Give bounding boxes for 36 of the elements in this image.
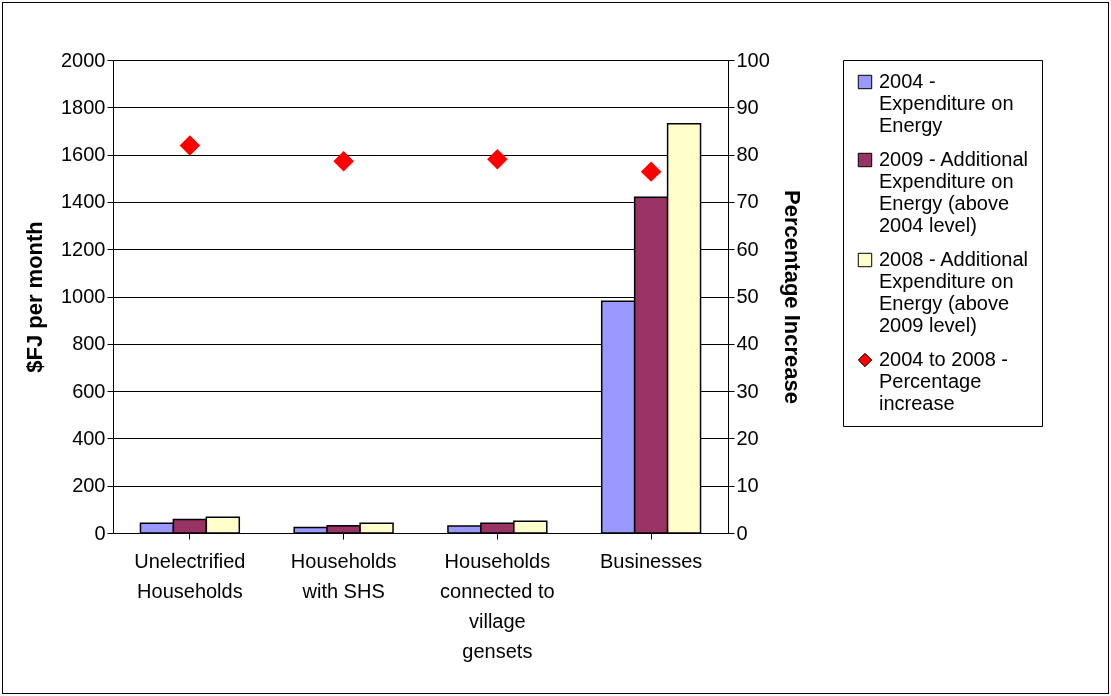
point	[487, 149, 508, 170]
legend-label: 2008 - Additional Expenditure on Energy (above 2009 level)	[879, 248, 1029, 336]
y2-tick-label: 10	[736, 474, 759, 497]
y-tick-label: 2000	[61, 48, 106, 71]
legend-label: 2009 - Additional Expenditure on Energy (above 2004 level)	[879, 148, 1029, 236]
y2-tick-label: 30	[736, 379, 759, 402]
y-tick-label: 1200	[61, 237, 106, 260]
y2-tick-label: 20	[736, 426, 759, 449]
y-tick-label: 1000	[61, 285, 106, 307]
x-tick-label: Unelectrified Households	[134, 549, 246, 602]
legend-label: 2004 - Expenditure on Energy	[879, 70, 1014, 136]
x-tick-label: Households with SHS	[290, 549, 397, 602]
y2-tick-label: 90	[736, 95, 759, 118]
y-tick-label: 1400	[61, 190, 106, 213]
y-tick-label: 400	[72, 426, 106, 449]
point	[179, 135, 201, 156]
x-tick-label: Households connected to village gensets	[440, 549, 555, 662]
point	[640, 161, 662, 182]
y2-tick-label: 50	[736, 285, 759, 307]
y-axis-title: $FJ per month	[22, 221, 48, 373]
y2-tick-label: 0	[736, 521, 748, 544]
legend-label: 2004 to 2008 - Percentage increase	[879, 348, 1008, 414]
y-tick-label: 600	[72, 379, 106, 402]
y-tick-label: 800	[72, 332, 106, 355]
y-tick-label: 200	[72, 474, 106, 497]
x-tick-label: Businesses	[599, 549, 703, 572]
y2-tick-label: 60	[736, 237, 759, 260]
y2-tick-label: 40	[736, 332, 759, 355]
point	[333, 150, 354, 172]
y2-tick-label: 70	[736, 190, 759, 213]
y2-axis-title: Percentage Increase	[779, 189, 805, 405]
y2-tick-label: 100	[736, 48, 770, 71]
y-tick-label: 1600	[61, 143, 106, 166]
y-tick-label: 1800	[61, 95, 106, 118]
y2-tick-label: 80	[736, 143, 759, 166]
y-tick-label: 0	[94, 521, 106, 544]
